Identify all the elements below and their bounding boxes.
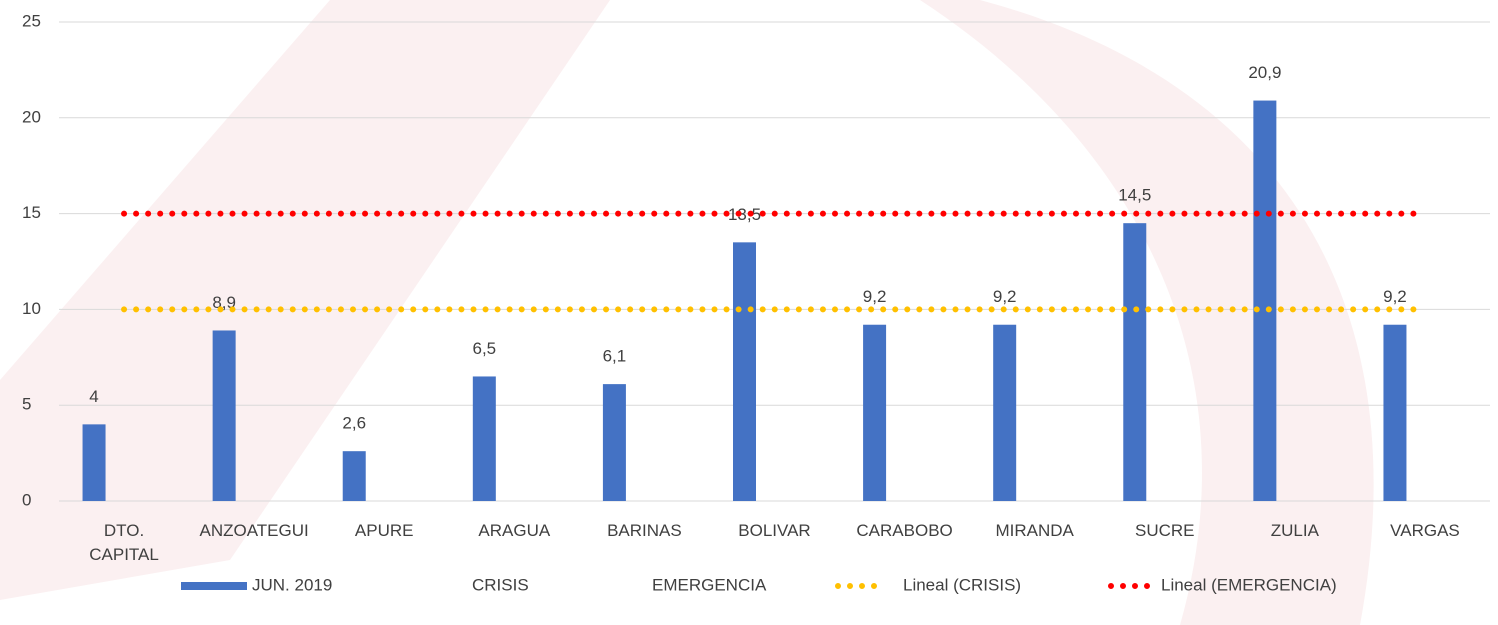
data-label: 2,6: [342, 414, 366, 433]
x-tick-label: MIRANDA: [995, 521, 1074, 540]
x-tick-label: BOLIVAR: [738, 521, 811, 540]
x-tick-label: DTO. CAPITAL: [89, 521, 159, 564]
data-label: 20,9: [1248, 63, 1281, 82]
legend-swatch: [181, 582, 247, 590]
y-tick-label: 5: [22, 395, 31, 414]
background-shape: [0, 0, 610, 600]
bar: [1123, 223, 1147, 501]
bar: [602, 384, 626, 501]
bar: [212, 330, 236, 501]
legend-label: CRISIS: [472, 575, 529, 594]
x-tick-label: VARGAS: [1390, 521, 1460, 540]
bar: [82, 424, 106, 501]
y-tick-label: 0: [22, 490, 31, 509]
bar: [472, 376, 496, 501]
legend-label: Lineal (CRISIS): [903, 575, 1021, 594]
data-label: 9,2: [863, 287, 887, 306]
bar: [1253, 100, 1277, 501]
bar: [1383, 324, 1407, 501]
y-tick-label: 25: [22, 11, 41, 30]
x-tick-label: APURE: [354, 521, 414, 540]
data-label: 6,1: [603, 347, 627, 366]
bar: [993, 324, 1017, 501]
data-label: 6,5: [472, 339, 496, 358]
data-label: 13,5: [728, 205, 761, 224]
data-label: 8,9: [212, 293, 236, 312]
bar: [342, 451, 366, 501]
y-tick-label: 15: [22, 203, 41, 222]
y-tick-label: 20: [22, 107, 41, 126]
x-tick-label: SUCRE: [1135, 521, 1195, 540]
legend-label: Lineal (EMERGENCIA): [1161, 575, 1337, 594]
x-tick-label: BARINAS: [607, 521, 682, 540]
data-label: 14,5: [1118, 186, 1151, 205]
legend-label: EMERGENCIA: [652, 575, 767, 594]
data-label: 9,2: [1383, 287, 1407, 306]
data-label: 9,2: [993, 287, 1017, 306]
y-tick-label: 10: [22, 299, 41, 318]
data-label: 4: [89, 387, 98, 406]
legend-label: JUN. 2019: [252, 575, 332, 594]
x-tick-label: CARABOBO: [856, 521, 953, 540]
x-tick-label: ZULIA: [1270, 521, 1319, 540]
bar: [863, 324, 887, 501]
x-tick-label: ANZOATEGUI: [199, 521, 309, 540]
x-tick-label: ARAGUA: [478, 521, 551, 540]
bar: [733, 242, 756, 501]
